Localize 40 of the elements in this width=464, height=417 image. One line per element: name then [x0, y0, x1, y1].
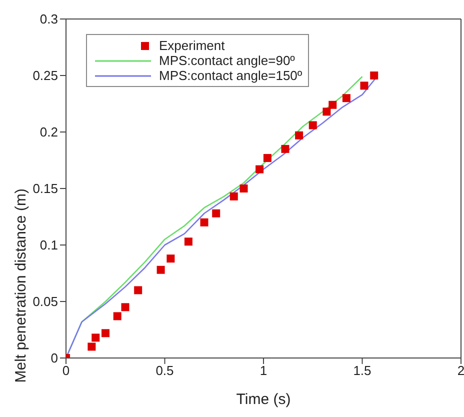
legend-label: MPS:contact angle=150º	[159, 68, 302, 83]
point	[263, 154, 272, 162]
y-axis-title: Melt penetration distance (m)	[12, 188, 30, 383]
point	[295, 131, 304, 140]
y-tick-label: 0.2	[40, 124, 58, 140]
x-tick-label: 2	[457, 363, 464, 378]
point	[342, 94, 350, 102]
point	[200, 218, 208, 226]
point	[322, 108, 331, 116]
x-tick-label: 1	[260, 363, 268, 378]
y-tick-label: 0.25	[32, 68, 58, 84]
point	[184, 238, 192, 246]
point	[121, 303, 130, 312]
point	[92, 334, 100, 342]
legend-label: MPS:contact angle=90º	[159, 53, 295, 68]
y-tick-label: 0.3	[40, 12, 58, 27]
y-tick-label: 0.15	[32, 181, 58, 196]
point	[281, 144, 290, 153]
point	[230, 192, 238, 200]
x-tick-label: 0	[62, 363, 70, 378]
point	[360, 82, 368, 90]
point	[156, 266, 165, 274]
point	[212, 209, 220, 218]
point	[166, 254, 175, 263]
x-tick-label: 1.5	[353, 363, 372, 378]
y-tick-label: 0.05	[32, 294, 58, 310]
x-axis-title: Time (s)	[236, 391, 291, 408]
y-tick-label: 0.1	[40, 238, 58, 253]
point	[328, 100, 337, 109]
point	[256, 165, 264, 174]
point	[88, 342, 96, 351]
point	[113, 312, 122, 320]
legend-label: Experiment	[159, 38, 225, 53]
point	[240, 184, 248, 192]
point	[134, 286, 142, 294]
y-tick-label: 0	[50, 350, 58, 366]
point	[370, 72, 378, 80]
x-tick-label: 0.5	[156, 363, 174, 378]
point	[102, 329, 110, 338]
point	[308, 121, 317, 130]
